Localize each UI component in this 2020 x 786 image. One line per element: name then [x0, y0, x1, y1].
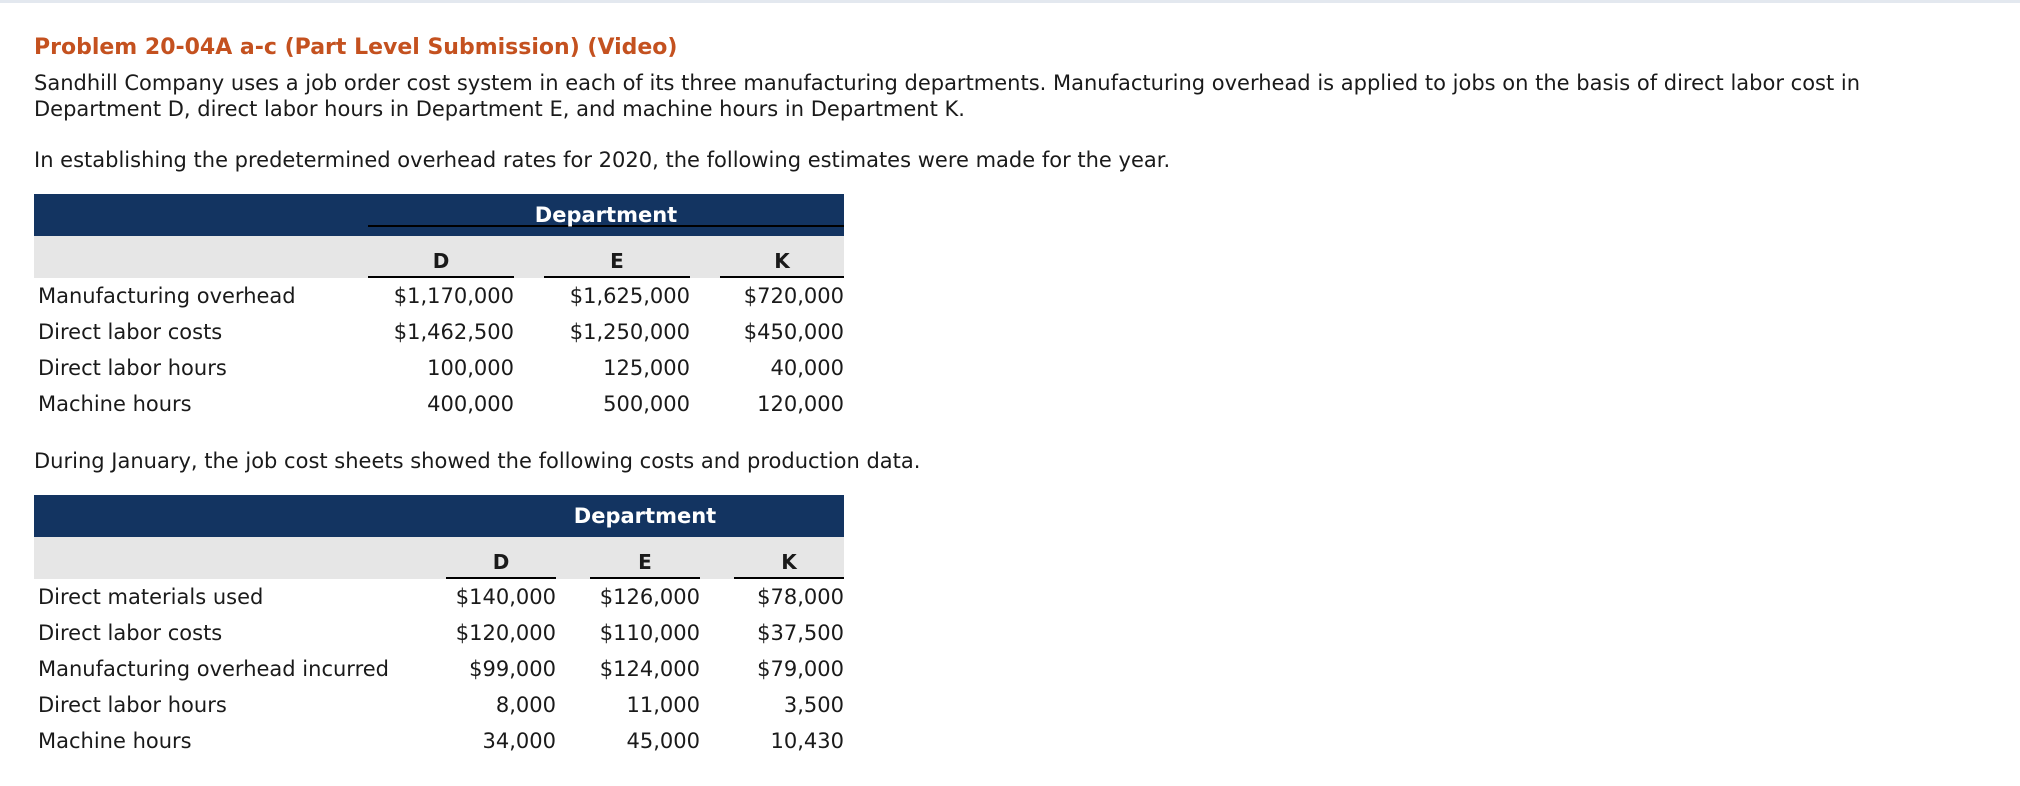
cell-d: $99,000 [469, 657, 556, 681]
cell-e: 125,000 [603, 356, 690, 380]
january-col-e-label: E [590, 550, 700, 579]
row-label: Manufacturing overhead incurred [38, 657, 389, 681]
cell-d: 34,000 [482, 729, 556, 753]
january-group-header-label: Department [573, 504, 717, 528]
table-row: Machine hours 400,000 500,000 120,000 [34, 386, 844, 422]
cell-d: $1,170,000 [393, 284, 514, 308]
cell-d: $1,462,500 [393, 320, 514, 344]
table-row: Direct labor costs $120,000 $110,000 $37… [34, 615, 844, 651]
row-label: Machine hours [38, 729, 192, 753]
table-row: Direct materials used $140,000 $126,000 … [34, 579, 844, 615]
cell-k: $78,000 [757, 585, 844, 609]
estimates-header-row: Department [34, 194, 844, 236]
estimates-group-header-label: Department [534, 203, 678, 227]
cell-k: $450,000 [743, 320, 844, 344]
estimates-col-k: K [720, 236, 844, 278]
cell-d: 8,000 [495, 693, 556, 717]
table-row: Machine hours 34,000 45,000 10,430 [34, 723, 844, 759]
cell-k: 120,000 [757, 392, 844, 416]
cell-k: 3,500 [783, 693, 844, 717]
row-label: Direct labor hours [38, 356, 227, 380]
top-divider [0, 0, 2020, 3]
estimates-column-row: D E K [34, 236, 844, 278]
estimates-col-e-label: E [544, 249, 690, 278]
table-row: Direct labor hours 8,000 11,000 3,500 [34, 687, 844, 723]
cell-e: 45,000 [626, 729, 700, 753]
row-label: Direct labor costs [38, 621, 223, 645]
row-label: Machine hours [38, 392, 192, 416]
estimates-intro: In establishing the predetermined overhe… [34, 148, 1171, 172]
january-header-blank [34, 495, 446, 537]
estimates-col-gap [690, 236, 720, 278]
cell-d: 400,000 [427, 392, 514, 416]
january-col-e: E [590, 537, 700, 579]
problem-intro: Sandhill Company uses a job order cost s… [34, 71, 1861, 121]
cell-k: 10,430 [770, 729, 844, 753]
table-row: Manufacturing overhead $1,170,000 $1,625… [34, 278, 844, 314]
problem-content: Problem 20-04A a-c (Part Level Submissio… [34, 30, 1994, 759]
january-col-d: D [446, 537, 556, 579]
cell-e: 500,000 [603, 392, 690, 416]
estimates-column-blank [34, 236, 368, 278]
problem-title: Problem 20-04A a-c (Part Level Submissio… [34, 35, 678, 60]
january-intro: During January, the job cost sheets show… [34, 449, 921, 473]
cell-e: $124,000 [599, 657, 700, 681]
estimates-table: Department D E K Manufacturing overhead … [34, 194, 844, 422]
estimates-group-header: Department [368, 194, 844, 236]
cell-d: $120,000 [455, 621, 556, 645]
table-row: Direct labor costs $1,462,500 $1,250,000… [34, 314, 844, 350]
january-col-d-label: D [446, 550, 556, 579]
estimates-col-k-label: K [720, 249, 844, 278]
estimates-col-e: E [544, 236, 690, 278]
january-table: Department D E K Direct materials used $… [34, 495, 844, 759]
january-column-row: D E K [34, 537, 844, 579]
cell-e: $1,250,000 [569, 320, 690, 344]
cell-e: $110,000 [599, 621, 700, 645]
row-label: Direct labor costs [38, 320, 223, 344]
cell-e: $126,000 [599, 585, 700, 609]
row-label: Manufacturing overhead [38, 284, 296, 308]
cell-d: $140,000 [455, 585, 556, 609]
january-col-k: K [734, 537, 844, 579]
january-col-gap [700, 537, 734, 579]
estimates-group-underline [368, 225, 844, 227]
cell-k: $37,500 [757, 621, 844, 645]
january-header-row: Department [34, 495, 844, 537]
cell-k: 40,000 [770, 356, 844, 380]
cell-k: $79,000 [757, 657, 844, 681]
row-label: Direct labor hours [38, 693, 227, 717]
cell-d: 100,000 [427, 356, 514, 380]
row-label: Direct materials used [38, 585, 264, 609]
table-row: Direct labor hours 100,000 125,000 40,00… [34, 350, 844, 386]
cell-e: 11,000 [626, 693, 700, 717]
estimates-col-d: D [368, 236, 514, 278]
table-row: Manufacturing overhead incurred $99,000 … [34, 651, 844, 687]
january-group-header: Department [446, 495, 844, 537]
cell-k: $720,000 [743, 284, 844, 308]
estimates-col-d-label: D [368, 249, 514, 278]
january-column-blank [34, 537, 446, 579]
january-col-gap [556, 537, 590, 579]
estimates-col-gap [514, 236, 544, 278]
january-col-k-label: K [734, 550, 844, 579]
cell-e: $1,625,000 [569, 284, 690, 308]
estimates-header-blank [34, 194, 368, 236]
